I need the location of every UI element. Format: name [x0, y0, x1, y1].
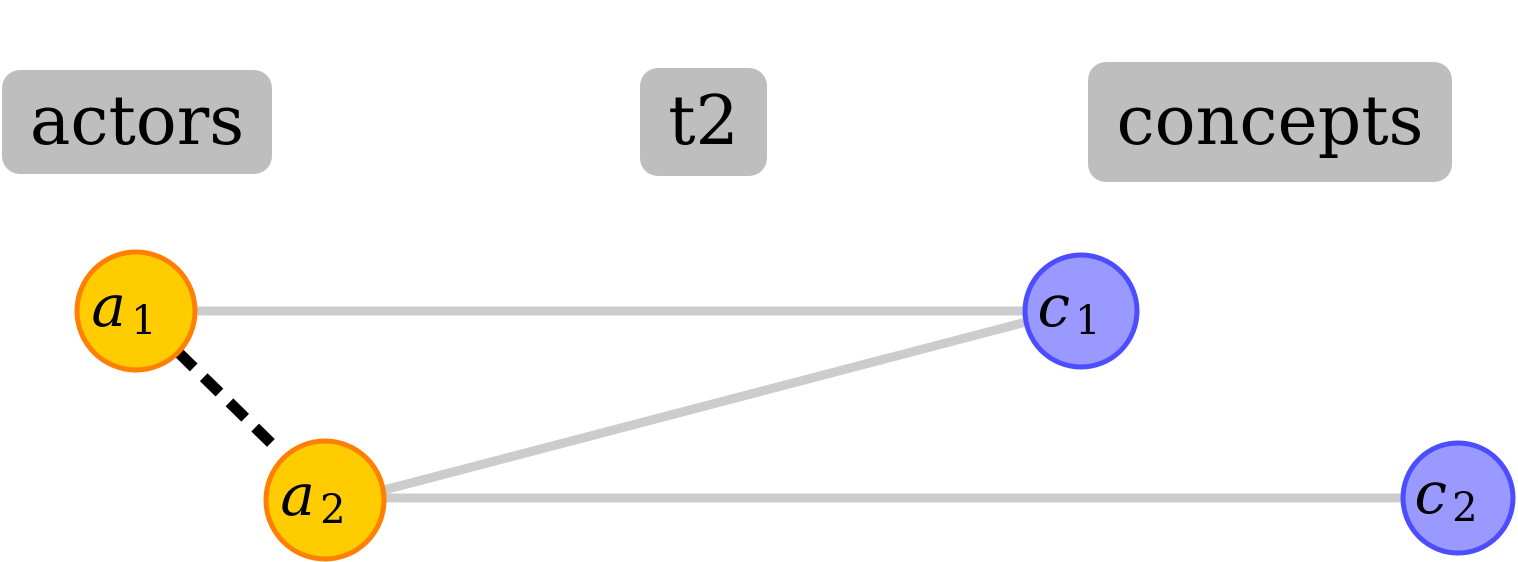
- svg-text:c 1: c 1: [1037, 272, 1100, 344]
- node-a1: a 1: [74, 249, 198, 373]
- actors-header-label: actors: [2, 70, 272, 174]
- edge-a1-a2-dashed: [174, 348, 276, 448]
- node-c2: c 2: [1400, 440, 1516, 556]
- node-c1-circle: [1022, 252, 1140, 370]
- node-c1-letter: c: [1037, 272, 1069, 340]
- svg-text:a 2: a 2: [280, 461, 345, 533]
- node-c2-circle: [1400, 440, 1516, 556]
- node-c2-letter: c: [1414, 459, 1446, 527]
- node-c2-subscript: 2: [1452, 485, 1477, 531]
- node-a1-circle: [74, 249, 198, 373]
- node-a2-circle: [263, 438, 387, 562]
- svg-text:a 1: a 1: [91, 272, 156, 344]
- node-a2: a 2: [263, 438, 387, 562]
- time-step-label: t2: [640, 68, 767, 176]
- node-c1-subscript: 1: [1075, 298, 1100, 344]
- node-a1-letter: a: [91, 272, 126, 340]
- concepts-header-label: concepts: [1088, 62, 1452, 182]
- edge-a2-c1: [382, 317, 1028, 495]
- node-a1-subscript: 1: [131, 298, 156, 344]
- svg-text:c 2: c 2: [1414, 459, 1477, 531]
- node-c1: c 1: [1022, 252, 1140, 370]
- node-a2-letter: a: [280, 461, 315, 529]
- node-a2-subscript: 2: [320, 487, 345, 533]
